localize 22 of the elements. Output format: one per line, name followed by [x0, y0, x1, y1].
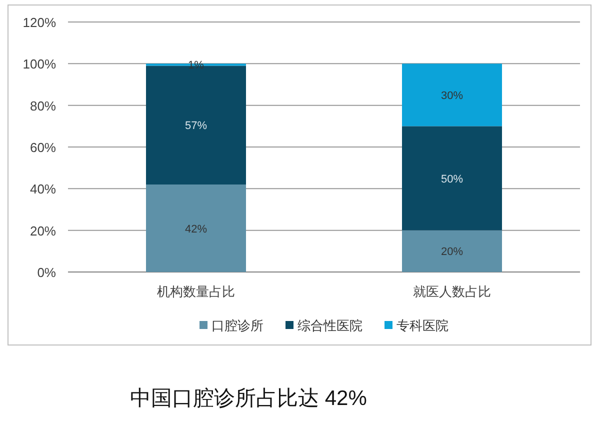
- y-tick-label: 80%: [30, 98, 56, 114]
- y-tick-label: 60%: [30, 140, 56, 155]
- data-label: 20%: [440, 246, 464, 258]
- legend-label: 口腔诊所: [212, 318, 264, 333]
- text: 中国口腔诊所占比达 42%: [130, 387, 367, 410]
- bar: [402, 64, 502, 126]
- data-label: 42%: [184, 223, 208, 236]
- bar: [146, 184, 246, 272]
- legend-label: 综合性医院: [298, 318, 362, 333]
- legend-label: 专科医院: [396, 318, 448, 333]
- y-tick-label: 100%: [22, 56, 56, 72]
- y-tick-label: 120%: [22, 15, 56, 30]
- data-label: 57%: [184, 120, 208, 132]
- x-tick-label: 机构数量占比: [157, 284, 235, 299]
- y-tick-label: 20%: [30, 223, 56, 238]
- bar: [402, 230, 502, 272]
- bar: [402, 126, 502, 230]
- y-tick-label: 0%: [37, 265, 56, 280]
- data-label: 30%: [440, 90, 464, 102]
- x-tick-label: 就医人数占比: [413, 284, 491, 299]
- y-tick-label: 40%: [30, 182, 56, 197]
- data-label: 50%: [440, 173, 464, 186]
